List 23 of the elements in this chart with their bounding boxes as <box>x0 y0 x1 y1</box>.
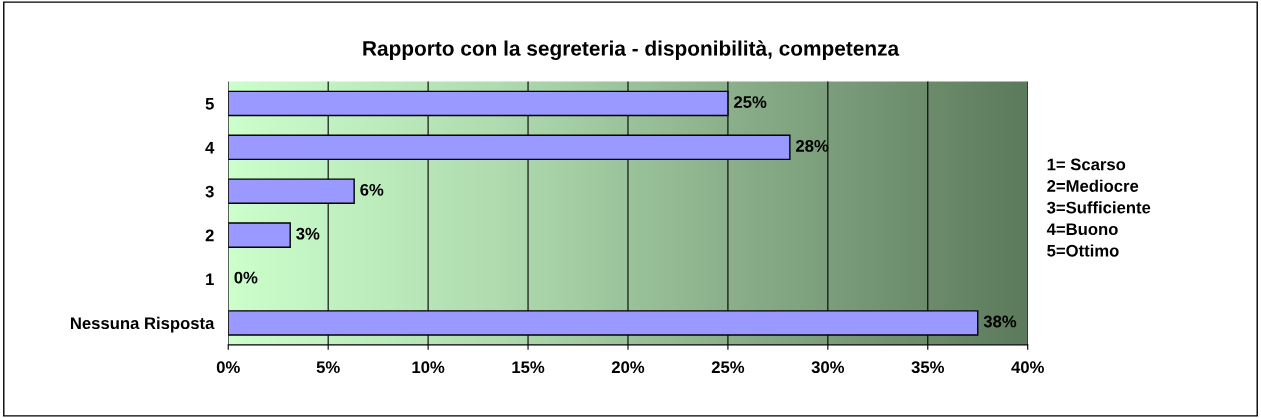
x-tick-label: 5% <box>316 361 340 374</box>
data-label: 6% <box>360 183 384 196</box>
bar <box>228 222 291 248</box>
y-tick-label: 5 <box>205 98 214 110</box>
x-tick-label: 30% <box>811 361 845 374</box>
x-tick-label: 0% <box>216 361 240 374</box>
chart-title: Rapporto con la segreteria - disponibilità, competenza <box>363 40 900 61</box>
data-label: 38% <box>983 315 1017 328</box>
data-label: 25% <box>734 96 767 108</box>
data-label: 3% <box>296 227 320 240</box>
x-tick-label: 35% <box>911 361 945 374</box>
y-tick-label: 3 <box>205 185 214 198</box>
x-tick-label: 25% <box>711 361 745 374</box>
y-tick-label: Nessuna Risposta <box>70 316 215 333</box>
x-tick-label: 20% <box>611 361 645 374</box>
y-tick-label: 4 <box>205 141 215 154</box>
y-tick-label: 2 <box>205 229 214 242</box>
x-tick-label: 40% <box>1011 361 1044 374</box>
x-tick-label: 15% <box>512 361 545 374</box>
x-tick-label: 10% <box>412 361 445 374</box>
text: 1= Scarso 2=Mediocre 3=Sufficiente 4=Buono 5=Ottimo <box>1046 158 1151 257</box>
data-label: 0% <box>234 271 258 284</box>
y-tick-label: 1 <box>206 273 214 286</box>
